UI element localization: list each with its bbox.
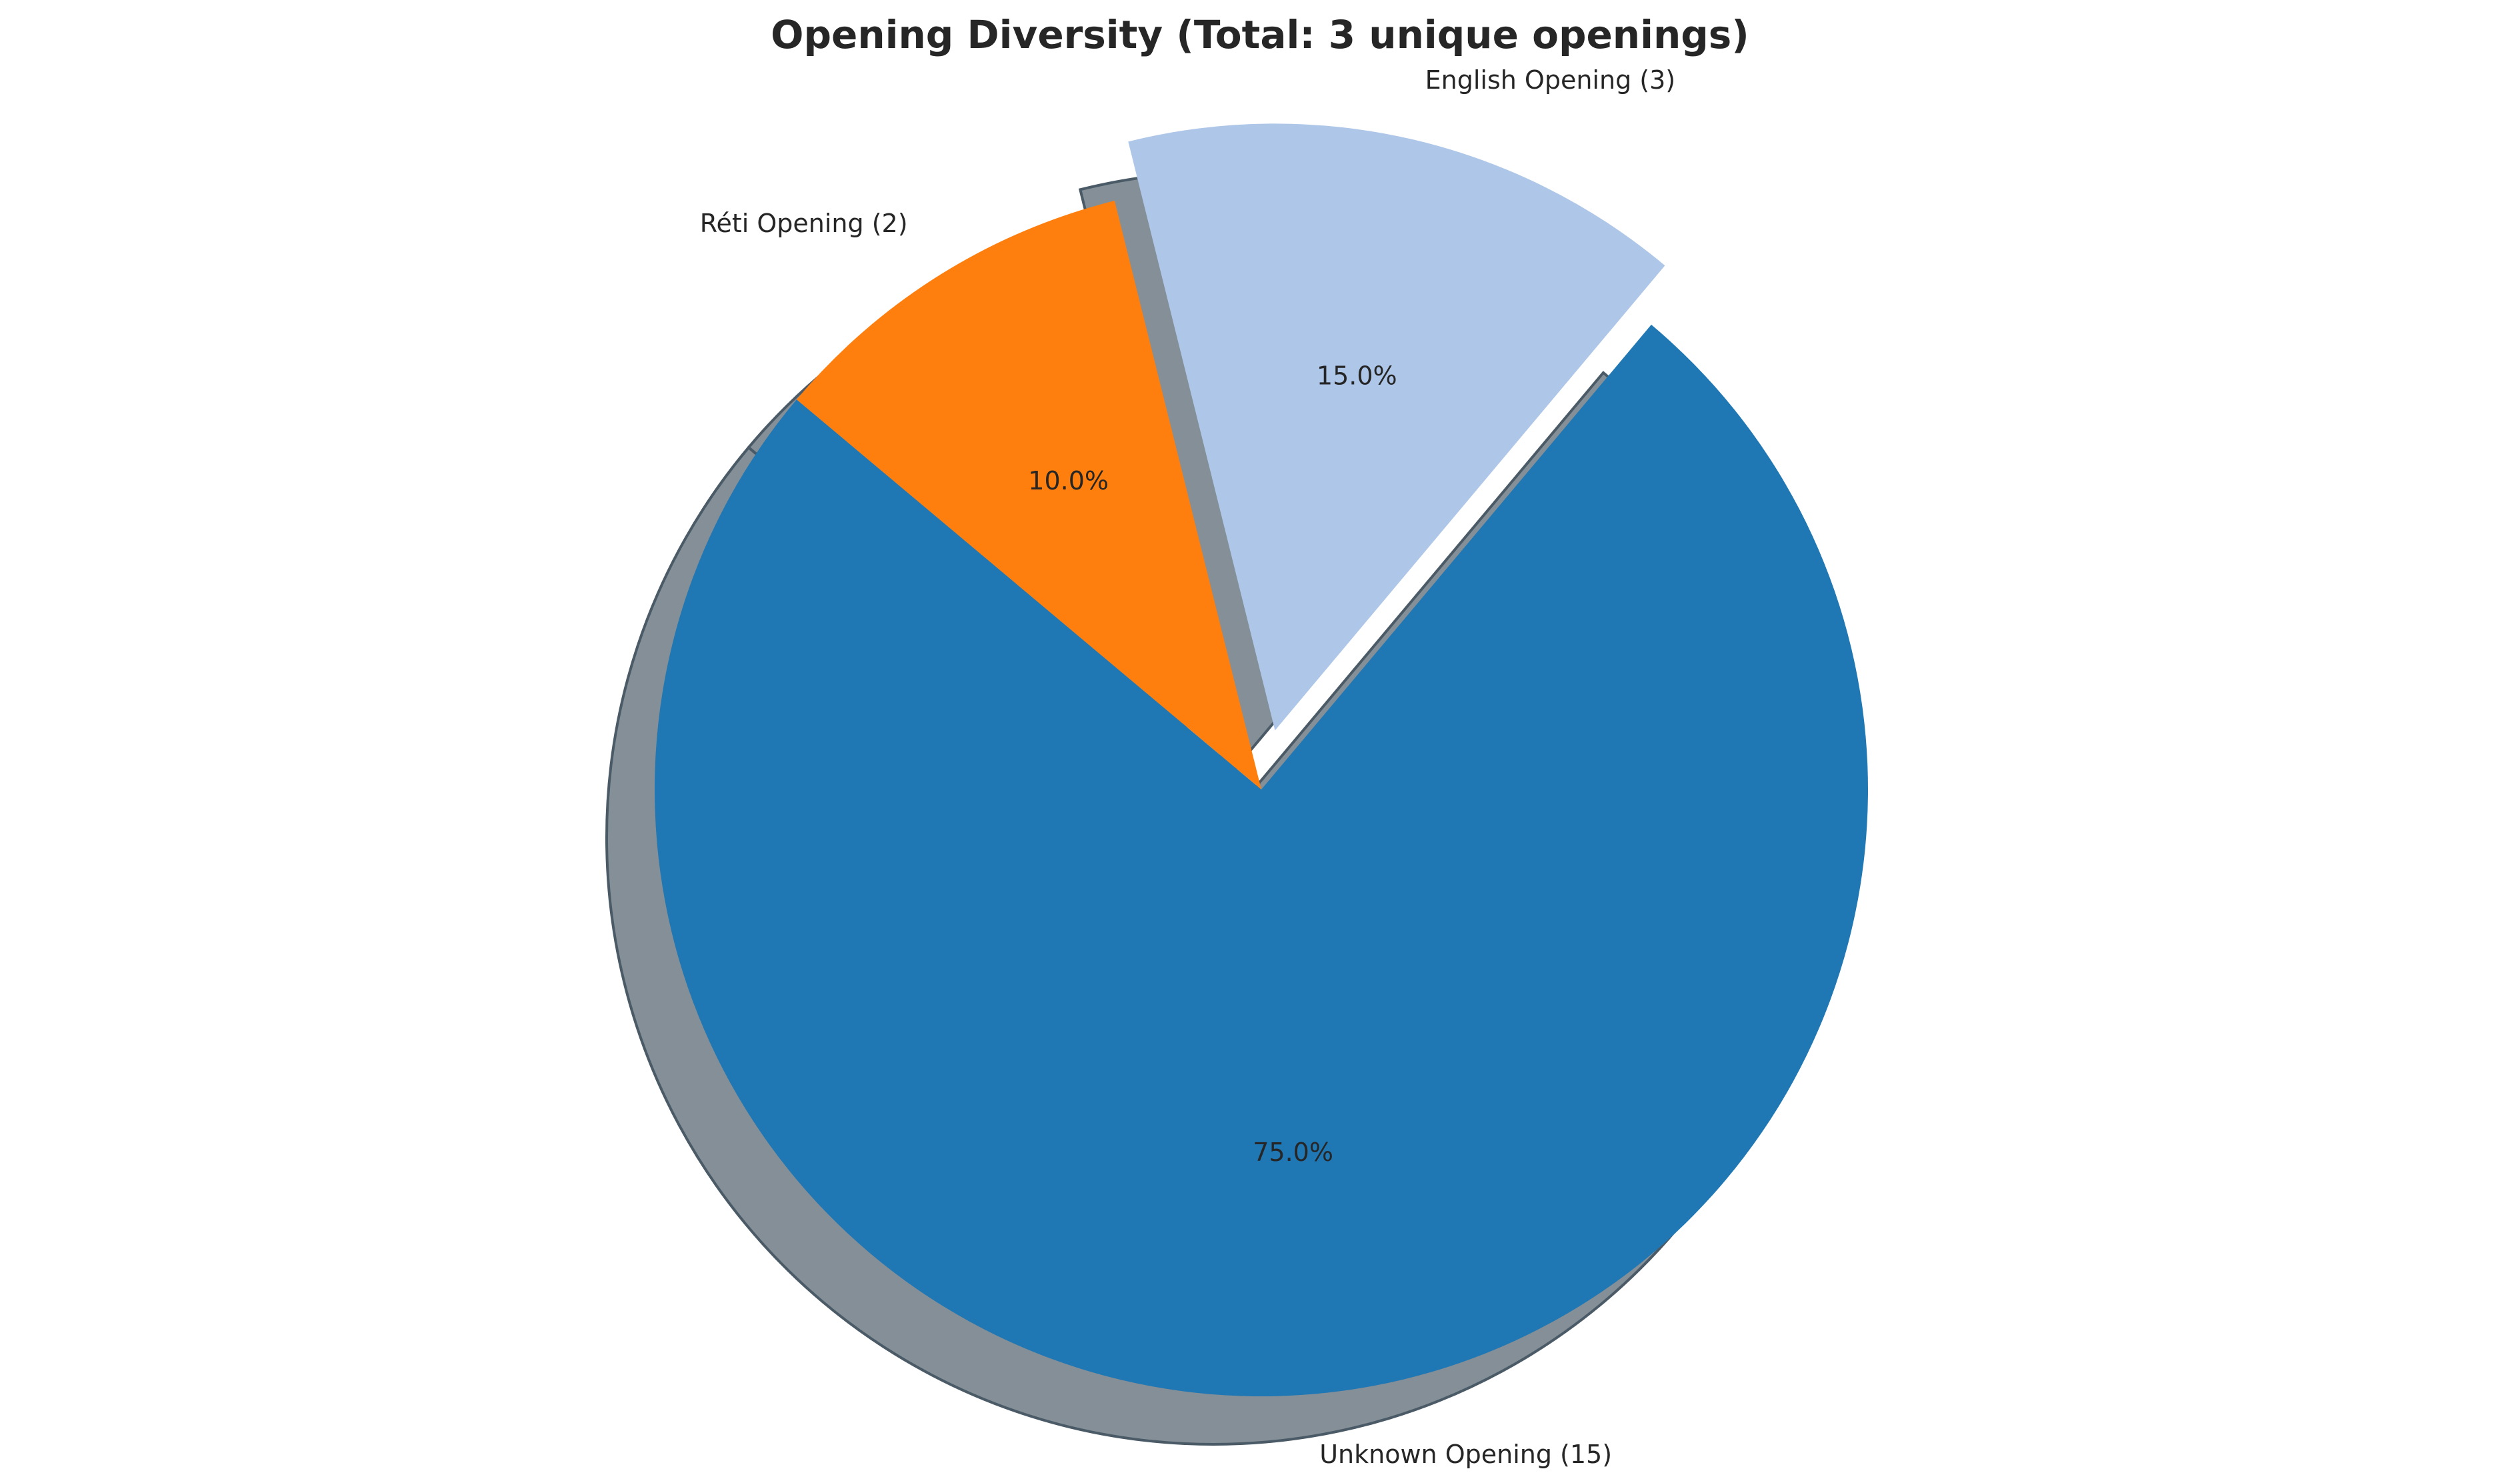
- slice-label-reti-opening: Réti Opening (2): [700, 209, 908, 238]
- chart-title: Opening Diversity (Total: 3 unique openi…: [771, 12, 1749, 57]
- pct-label-english-opening: 15.0%: [1317, 361, 1397, 390]
- pct-label-reti-opening: 10.0%: [1028, 466, 1109, 495]
- label-layer: Unknown Opening (15) 75.0% English Opening…: [700, 65, 1675, 1469]
- pct-label-unknown-opening: 75.0%: [1253, 1138, 1333, 1167]
- pie-slice-english-opening: [1128, 123, 1665, 731]
- slice-label-english-opening: English Opening (3): [1425, 65, 1675, 95]
- slice-layer: [655, 123, 1869, 1397]
- pie-slice-reti-opening: [796, 201, 1261, 790]
- slice-label-unknown-opening: Unknown Opening (15): [1319, 1440, 1612, 1469]
- pie-slice-unknown-opening: [655, 324, 1869, 1397]
